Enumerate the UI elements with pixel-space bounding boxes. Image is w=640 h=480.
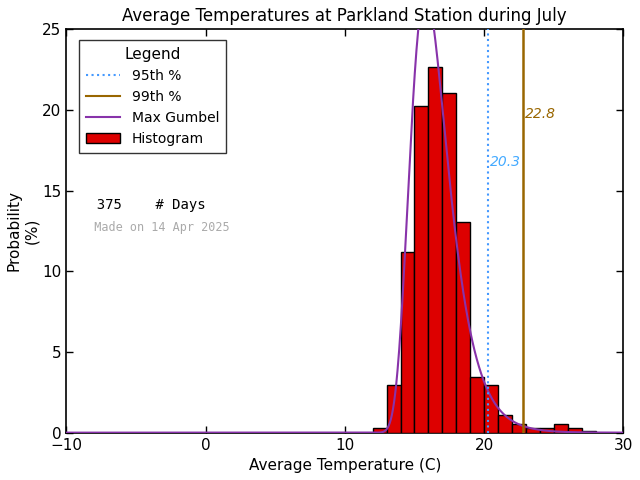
Bar — [415, 106, 428, 432]
Legend: 95th %, 99th %, Max Gumbel, Histogram: 95th %, 99th %, Max Gumbel, Histogram — [79, 40, 226, 153]
Bar — [401, 252, 415, 432]
Bar — [568, 428, 582, 432]
Bar — [442, 93, 456, 432]
Text: 375    # Days: 375 # Days — [80, 198, 206, 212]
Bar — [470, 377, 484, 432]
Bar — [456, 222, 470, 432]
Bar — [582, 431, 595, 432]
Bar — [428, 67, 442, 432]
Text: 22.8: 22.8 — [525, 107, 556, 121]
Title: Average Temperatures at Parkland Station during July: Average Temperatures at Parkland Station… — [122, 7, 567, 25]
X-axis label: Average Temperature (C): Average Temperature (C) — [248, 458, 441, 473]
Text: Made on 14 Apr 2025: Made on 14 Apr 2025 — [80, 221, 230, 234]
Bar — [484, 385, 498, 432]
Text: 20.3: 20.3 — [490, 156, 522, 169]
Bar — [540, 428, 554, 432]
Bar — [512, 424, 526, 432]
Bar — [387, 385, 401, 432]
Bar — [554, 424, 568, 432]
Bar — [526, 428, 540, 432]
Bar — [372, 428, 387, 432]
Bar — [498, 415, 512, 432]
Y-axis label: Probability
(%): Probability (%) — [7, 191, 39, 272]
